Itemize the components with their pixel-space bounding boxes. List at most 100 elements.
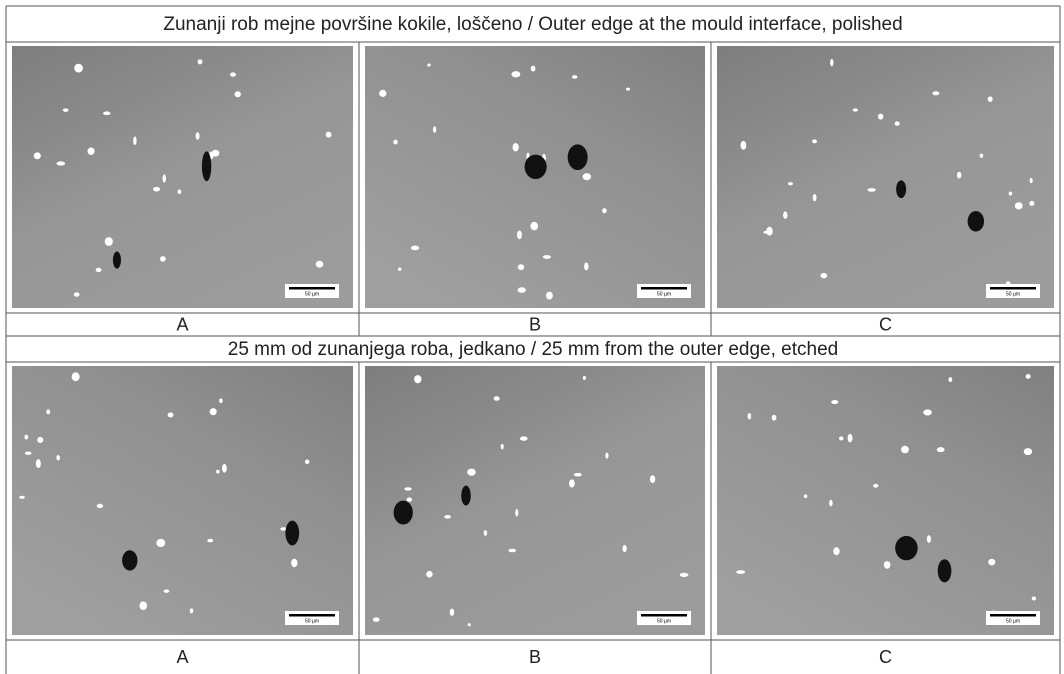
inclusion <box>133 136 136 145</box>
inclusion <box>740 141 746 150</box>
inclusion <box>468 623 471 626</box>
inclusion <box>34 152 41 159</box>
pore <box>122 550 137 570</box>
inclusion <box>160 256 166 262</box>
inclusion <box>140 601 148 610</box>
inclusion <box>923 409 931 415</box>
inclusion <box>821 273 828 278</box>
inclusion <box>36 459 41 468</box>
inclusion <box>426 571 432 578</box>
inclusion <box>623 545 627 552</box>
inclusion <box>467 469 475 476</box>
pore <box>938 559 952 582</box>
inclusion <box>501 444 504 450</box>
inclusion <box>530 222 538 230</box>
inclusion <box>583 173 591 180</box>
inclusion <box>178 189 182 193</box>
inclusion <box>848 434 853 443</box>
inclusion <box>520 436 528 441</box>
inclusion <box>650 475 655 483</box>
pore <box>968 211 984 232</box>
pore <box>525 155 547 179</box>
inclusion <box>56 161 65 165</box>
panel-label: A <box>176 647 188 667</box>
inclusion <box>830 59 833 66</box>
inclusion <box>1032 596 1036 600</box>
micrograph-background <box>717 366 1054 635</box>
inclusion <box>190 608 194 613</box>
inclusion <box>988 559 995 566</box>
inclusion <box>156 539 165 547</box>
inclusion <box>937 447 945 452</box>
inclusion <box>207 539 213 543</box>
pore <box>895 536 918 560</box>
inclusion <box>196 132 200 140</box>
scale-bar-label: 50 µm <box>1006 291 1020 297</box>
inclusion <box>427 63 430 66</box>
inclusion <box>901 446 909 454</box>
inclusion <box>813 194 817 201</box>
inclusion <box>291 559 297 567</box>
inclusion <box>88 148 95 155</box>
inclusion <box>379 90 386 97</box>
inclusion <box>168 413 174 418</box>
inclusion <box>219 398 223 403</box>
inclusion <box>511 71 520 77</box>
scale-bar <box>990 287 1036 290</box>
inclusion <box>829 500 832 507</box>
micrograph: 50 µm <box>717 366 1054 635</box>
inclusion <box>407 497 413 501</box>
inclusion <box>772 415 777 421</box>
micrograph-background <box>365 366 705 635</box>
micrograph-background <box>717 46 1054 308</box>
inclusion <box>404 487 412 490</box>
inclusion <box>508 549 516 553</box>
inclusion <box>626 88 630 91</box>
inclusion <box>164 589 170 593</box>
inclusion <box>25 451 32 454</box>
inclusion <box>63 108 69 112</box>
scale-bar <box>641 287 687 290</box>
inclusion <box>163 174 166 182</box>
inclusion <box>833 547 839 555</box>
inclusion <box>305 460 309 464</box>
inclusion <box>736 570 745 574</box>
inclusion <box>927 535 931 543</box>
inclusion <box>783 211 787 218</box>
inclusion <box>766 227 773 236</box>
inclusion <box>1030 178 1033 183</box>
inclusion <box>411 246 419 251</box>
inclusion <box>450 609 454 616</box>
inclusion <box>680 573 689 577</box>
inclusion <box>97 504 103 508</box>
inclusion <box>574 473 582 477</box>
inclusion <box>518 287 526 292</box>
inclusion <box>873 484 878 488</box>
inclusion <box>212 150 220 157</box>
inclusion <box>56 455 60 460</box>
inclusion <box>316 261 323 268</box>
scale-bar-label: 50 µm <box>657 618 671 624</box>
inclusion <box>513 143 519 151</box>
inclusion <box>46 409 50 414</box>
inclusion <box>1009 192 1013 196</box>
micrograph: 50 µm <box>717 46 1054 308</box>
scale-bar <box>289 614 335 617</box>
inclusion <box>230 72 236 76</box>
inclusion <box>515 509 518 517</box>
micrograph: 50 µm <box>12 366 353 635</box>
panel-label: C <box>879 314 892 334</box>
inclusion <box>74 292 80 296</box>
inclusion <box>222 464 227 473</box>
micrograph: 50 µm <box>12 46 353 308</box>
scale-bar-label: 50 µm <box>305 618 319 624</box>
section-caption: Zunanji rob mejne površine kokile, lošče… <box>163 14 902 35</box>
inclusion <box>216 470 220 474</box>
panel-label: C <box>879 647 892 667</box>
inclusion <box>105 237 113 246</box>
panel-label: B <box>529 647 541 667</box>
inclusion <box>235 91 241 97</box>
inclusion <box>74 64 83 73</box>
inclusion <box>96 268 102 272</box>
inclusion <box>531 66 536 72</box>
